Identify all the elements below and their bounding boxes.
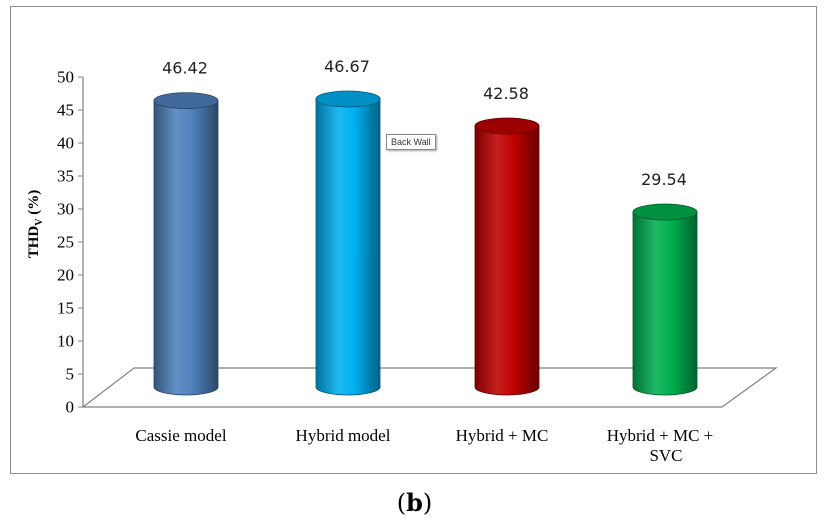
bar-3[interactable] xyxy=(474,117,540,396)
bar-body xyxy=(632,211,698,396)
data-label: 29.54 xyxy=(641,170,687,189)
x-category-label: Hybrid model xyxy=(296,426,391,445)
y-tick-label: 5 xyxy=(66,365,75,384)
bar-top-cap xyxy=(632,203,698,221)
x-category-label: Hybrid + MC + SVC xyxy=(607,426,714,465)
y-tick-label: 40 xyxy=(57,134,74,153)
y-tick-label: 10 xyxy=(57,332,74,351)
y-tick-label: 20 xyxy=(57,266,74,285)
bar-top-cap xyxy=(153,92,219,110)
y-tick-label: 30 xyxy=(57,200,74,219)
bar-body xyxy=(153,100,219,396)
x-category-label: Hybrid + MC xyxy=(456,426,549,445)
bar-2[interactable] xyxy=(315,90,381,396)
y-tick-label: 25 xyxy=(57,233,74,252)
back-wall-tooltip: Back Wall xyxy=(386,134,436,150)
caption-letter: b xyxy=(406,488,423,517)
chart-area: 0 5 10 15 20 25 30 35 40 45 50 THDV (%) 46.42 46.67 4… xyxy=(26,57,778,465)
y-tick-label: 50 xyxy=(57,68,74,87)
bar-body xyxy=(474,125,540,396)
caption-open: ( xyxy=(396,489,407,517)
data-label: 46.42 xyxy=(162,59,208,78)
y-tick-label: 0 xyxy=(66,398,75,417)
y-tick-label: 35 xyxy=(57,167,74,186)
bar-4[interactable] xyxy=(632,203,698,396)
bar-body xyxy=(315,98,381,396)
figure-caption: (b) xyxy=(0,488,829,517)
y-axis-title: THDV (%) xyxy=(26,190,45,259)
y-tick-label: 15 xyxy=(57,299,74,318)
y-tick-label: 45 xyxy=(57,101,74,120)
data-label: 46.67 xyxy=(324,57,370,76)
data-label: 42.58 xyxy=(483,84,529,103)
x-category-label: Cassie model xyxy=(135,426,226,445)
bar-top-cap xyxy=(315,90,381,108)
bar-1[interactable] xyxy=(153,92,219,396)
caption-close: ) xyxy=(422,489,433,517)
chart-floor xyxy=(81,367,778,408)
bar-top-cap xyxy=(474,117,540,135)
